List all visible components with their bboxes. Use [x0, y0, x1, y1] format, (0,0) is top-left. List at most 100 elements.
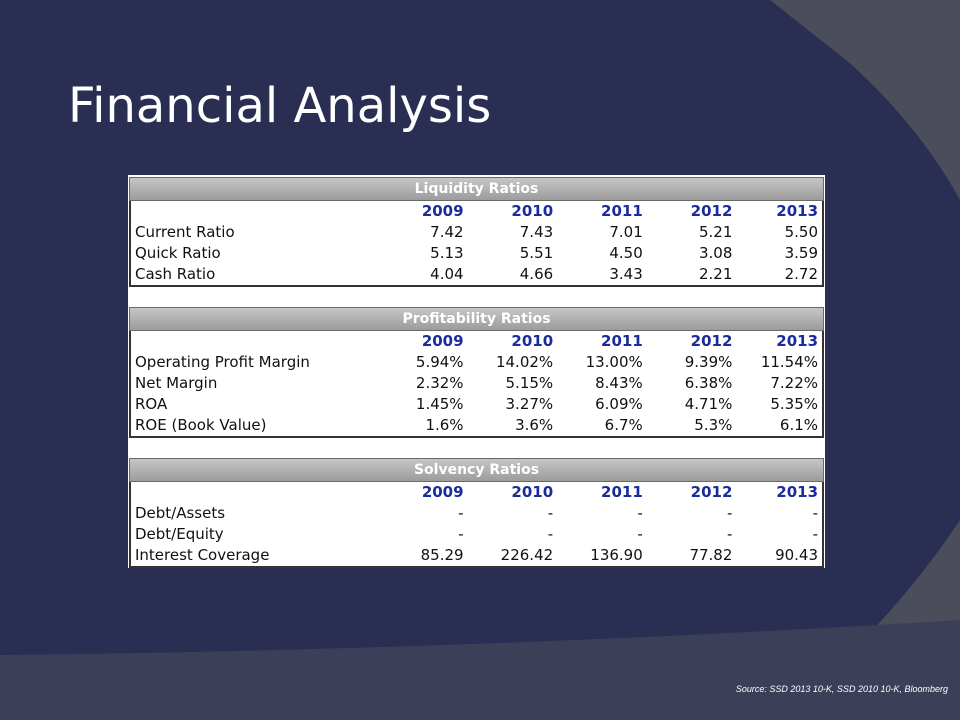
- year-cell: 2010: [511, 202, 554, 220]
- year-header-row: 2009 2010 2011 2012 2013: [131, 331, 822, 352]
- value-cell: 85.29: [420, 546, 464, 564]
- year-cell: 2013: [776, 202, 819, 220]
- solvency-grid: 2009 2010 2011 2012 2013 Debt/Assets - -…: [129, 482, 824, 568]
- row-label: Operating Profit Margin: [135, 353, 310, 371]
- value-cell: 3.6%: [515, 416, 554, 434]
- table-row: Debt/Equity - - - - -: [131, 524, 822, 545]
- table-row: Operating Profit Margin 5.94% 14.02% 13.…: [131, 352, 822, 373]
- value-cell: -: [547, 504, 554, 522]
- table-row: ROE (Book Value) 1.6% 3.6% 6.7% 5.3% 6.1…: [131, 415, 822, 436]
- value-cell: 3.43: [609, 265, 643, 283]
- value-cell: 5.50: [784, 223, 819, 241]
- liquidity-table: Liquidity Ratios 2009 2010 2011 2012 201…: [128, 177, 825, 287]
- year-cell: 2009: [421, 202, 464, 220]
- value-cell: 4.71%: [684, 395, 733, 413]
- value-cell: 9.39%: [684, 353, 733, 371]
- year-cell: 2013: [776, 332, 819, 350]
- solvency-table: Solvency Ratios 2009 2010 2011 2012 2013…: [128, 458, 825, 568]
- year-cell: 2011: [601, 202, 643, 220]
- corner-cell: [131, 331, 374, 352]
- table-row: Current Ratio 7.42 7.43 7.01 5.21 5.50: [131, 222, 822, 243]
- section-header-solvency: Solvency Ratios: [129, 458, 824, 482]
- value-cell: 5.13: [430, 244, 464, 262]
- value-cell: 3.27%: [505, 395, 554, 413]
- year-cell: 2012: [690, 332, 733, 350]
- year-cell: 2009: [421, 483, 464, 501]
- row-label: Cash Ratio: [135, 265, 216, 283]
- value-cell: 14.02%: [495, 353, 554, 371]
- value-cell: 1.45%: [415, 395, 464, 413]
- table-row: Cash Ratio 4.04 4.66 3.43 2.21 2.72: [131, 264, 822, 285]
- value-cell: 2.72: [784, 265, 819, 283]
- value-cell: -: [726, 504, 733, 522]
- table-row: ROA 1.45% 3.27% 6.09% 4.71% 5.35%: [131, 394, 822, 415]
- value-cell: -: [458, 525, 464, 543]
- value-cell: 5.51: [519, 244, 554, 262]
- corner-cell: [131, 482, 374, 503]
- year-cell: 2010: [511, 483, 554, 501]
- value-cell: 7.43: [519, 223, 554, 241]
- value-cell: -: [812, 525, 819, 543]
- profitability-table: Profitability Ratios 2009 2010 2011 2012…: [128, 307, 825, 438]
- year-header-row: 2009 2010 2011 2012 2013: [131, 201, 822, 222]
- value-cell: -: [637, 504, 643, 522]
- value-cell: 13.00%: [585, 353, 643, 371]
- year-cell: 2012: [690, 202, 733, 220]
- value-cell: 7.22%: [770, 374, 819, 392]
- row-label: Current Ratio: [135, 223, 235, 241]
- value-cell: 8.43%: [595, 374, 643, 392]
- value-cell: 136.90: [590, 546, 643, 564]
- value-cell: 1.6%: [425, 416, 464, 434]
- year-cell: 2013: [776, 483, 819, 501]
- section-header-liquidity: Liquidity Ratios: [129, 177, 824, 201]
- slide-title: Financial Analysis: [68, 78, 492, 134]
- value-cell: -: [812, 504, 819, 522]
- value-cell: 7.01: [609, 223, 643, 241]
- liquidity-grid: 2009 2010 2011 2012 2013 Current Ratio 7…: [129, 201, 824, 287]
- value-cell: 3.59: [784, 244, 819, 262]
- value-cell: 4.50: [609, 244, 643, 262]
- table-row: Debt/Assets - - - - -: [131, 503, 822, 524]
- ratios-panel: Liquidity Ratios 2009 2010 2011 2012 201…: [128, 175, 825, 568]
- value-cell: 5.15%: [505, 374, 554, 392]
- row-label: ROE (Book Value): [135, 416, 267, 434]
- value-cell: 77.82: [689, 546, 733, 564]
- year-cell: 2009: [421, 332, 464, 350]
- value-cell: 90.43: [775, 546, 819, 564]
- profitability-grid: 2009 2010 2011 2012 2013 Operating Profi…: [129, 331, 824, 438]
- year-cell: 2011: [601, 483, 643, 501]
- row-label: ROA: [135, 395, 168, 413]
- value-cell: 6.09%: [595, 395, 643, 413]
- source-note: Source: SSD 2013 10-K, SSD 2010 10-K, Bl…: [735, 684, 948, 694]
- corner-cell: [131, 201, 374, 222]
- value-cell: -: [726, 525, 733, 543]
- value-cell: 6.1%: [779, 416, 819, 434]
- year-cell: 2010: [511, 332, 554, 350]
- value-cell: 7.42: [430, 223, 464, 241]
- value-cell: 5.94%: [415, 353, 464, 371]
- row-label: Quick Ratio: [135, 244, 221, 262]
- bottom-strip: [0, 620, 960, 720]
- table-row: Net Margin 2.32% 5.15% 8.43% 6.38% 7.22%: [131, 373, 822, 394]
- corner-arc-top: [770, 0, 960, 200]
- value-cell: 4.66: [519, 265, 554, 283]
- value-cell: 6.7%: [604, 416, 643, 434]
- value-cell: 6.38%: [684, 374, 733, 392]
- value-cell: -: [637, 525, 643, 543]
- value-cell: 226.42: [500, 546, 554, 564]
- year-cell: 2011: [601, 332, 643, 350]
- value-cell: 5.3%: [694, 416, 733, 434]
- value-cell: 5.35%: [770, 395, 819, 413]
- table-row: Interest Coverage 85.29 226.42 136.90 77…: [131, 545, 822, 566]
- row-label: Debt/Equity: [135, 525, 224, 543]
- row-label: Net Margin: [135, 374, 218, 392]
- value-cell: 5.21: [698, 223, 733, 241]
- row-label: Debt/Assets: [135, 504, 226, 522]
- value-cell: -: [458, 504, 464, 522]
- value-cell: 2.32%: [415, 374, 464, 392]
- value-cell: 11.54%: [760, 353, 819, 371]
- row-label: Interest Coverage: [135, 546, 270, 564]
- year-cell: 2012: [690, 483, 733, 501]
- section-header-profitability: Profitability Ratios: [129, 307, 824, 331]
